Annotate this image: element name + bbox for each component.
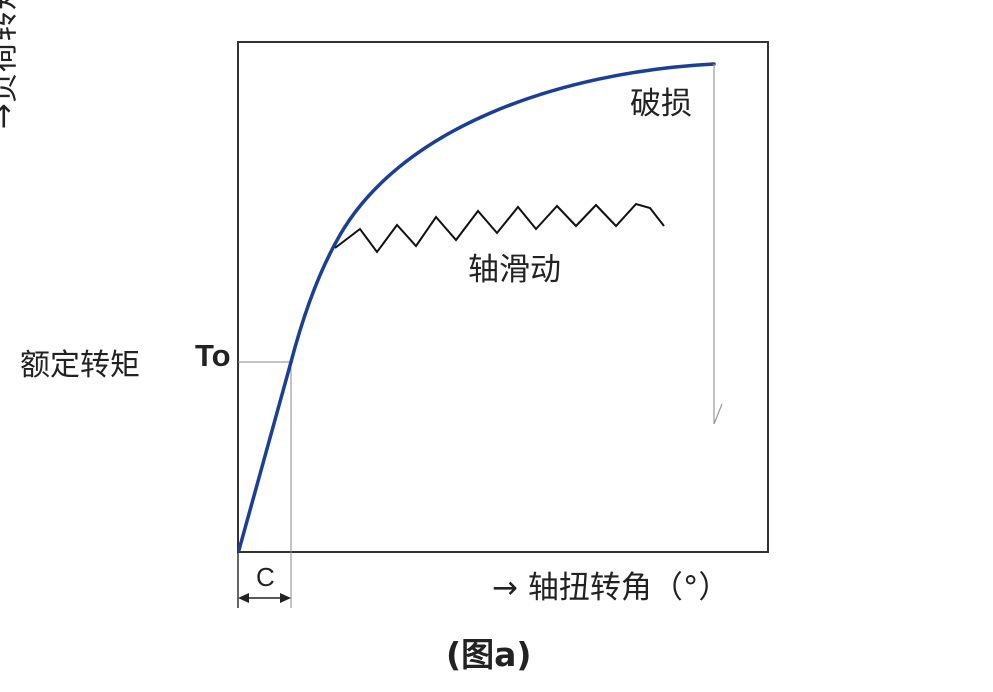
y-axis-label-text: →负荷转矩(N・m) xyxy=(0,0,22,130)
breakage-label: 破损 xyxy=(630,86,692,122)
rated-torque-symbol: To xyxy=(195,338,231,373)
load-torque-curve xyxy=(237,62,716,552)
shaft-slip-zigzag xyxy=(334,202,665,254)
plot-frame xyxy=(237,41,769,553)
x-axis-label: → 轴扭转角（°） xyxy=(492,570,730,606)
figure-caption: (图a) xyxy=(446,635,532,674)
shaft-slip-label: 轴滑动 xyxy=(468,252,561,288)
rated-torque-label: 额定转矩 xyxy=(20,348,140,383)
c-dimension-arrow xyxy=(238,593,291,603)
c-dimension-label: C xyxy=(256,562,275,592)
breakage-drop-arrow-tick xyxy=(713,403,723,425)
